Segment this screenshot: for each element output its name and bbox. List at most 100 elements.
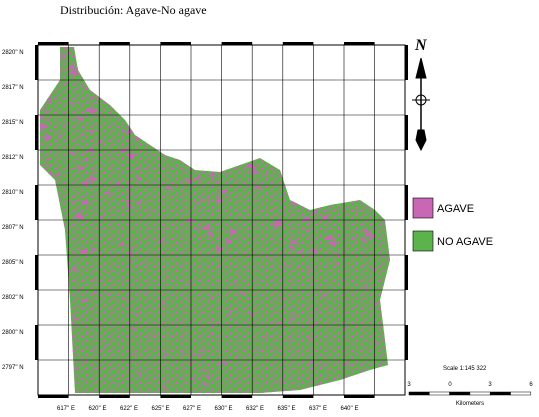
agave-patch <box>101 349 104 351</box>
agave-patch <box>364 325 366 326</box>
agave-patch <box>218 266 220 268</box>
agave-patch <box>314 217 317 220</box>
agave-patch <box>221 49 225 51</box>
agave-patch <box>200 180 202 181</box>
agave-patch <box>98 141 103 144</box>
agave-patch <box>213 67 217 70</box>
agave-patch <box>42 248 49 253</box>
agave-patch <box>246 269 249 271</box>
agave-patch <box>79 199 81 201</box>
agave-patch <box>206 376 209 379</box>
agave-patch <box>395 373 398 375</box>
agave-patch <box>162 387 167 390</box>
agave-patch <box>72 251 75 253</box>
agave-patch <box>253 112 259 116</box>
agave-patch <box>357 376 360 379</box>
agave-patch <box>137 168 141 171</box>
agave-patch <box>43 315 46 317</box>
agave-patch <box>64 47 70 50</box>
neat-seg <box>160 42 191 45</box>
agave-patch <box>327 91 332 94</box>
agave-patch <box>81 153 85 156</box>
agave-patch <box>354 195 356 197</box>
agave-patch <box>282 140 289 145</box>
agave-patch <box>84 158 89 162</box>
agave-patch <box>364 229 368 232</box>
agave-patch <box>123 305 125 306</box>
neat-seg <box>405 325 408 360</box>
neatline <box>35 42 408 398</box>
agave-patch <box>169 335 173 338</box>
agave-patch <box>77 116 83 121</box>
agave-patch <box>317 385 320 387</box>
agave-patch <box>93 292 97 295</box>
agave-patch <box>69 151 74 154</box>
agave-patch <box>169 74 173 77</box>
agave-patch <box>336 107 340 110</box>
agave-patch <box>122 131 126 134</box>
agave-patch <box>138 372 142 375</box>
agave-patch <box>362 81 366 84</box>
agave-patch <box>336 383 339 385</box>
agave-patch <box>40 116 44 120</box>
agave-patch <box>308 337 312 340</box>
neat-seg <box>405 255 408 290</box>
agave-patch <box>200 198 203 201</box>
agave-patch <box>274 226 277 228</box>
agave-patch <box>215 125 220 129</box>
agave-patch <box>223 115 230 120</box>
neat-seg <box>282 395 314 398</box>
agave-patch <box>90 248 96 251</box>
agave-patch <box>217 280 219 282</box>
agave-patch <box>139 97 147 101</box>
agave-patch <box>228 138 233 141</box>
agave-patch <box>222 361 227 365</box>
agave-patch <box>127 154 135 158</box>
agave-patch <box>345 363 350 366</box>
agave-patch <box>269 209 273 212</box>
agave-patch <box>121 303 124 306</box>
agave-patch <box>224 173 227 175</box>
agave-patch <box>384 127 390 132</box>
agave-patch <box>125 103 128 105</box>
agave-patch <box>315 267 317 269</box>
agave-patch <box>214 95 220 99</box>
agave-patch <box>205 99 211 103</box>
scale-tick: 3 <box>407 382 411 388</box>
agave-patch <box>250 313 254 316</box>
agave-patch <box>221 72 227 76</box>
agave-patch <box>40 215 42 218</box>
agave-patch <box>203 369 207 372</box>
agave-patch <box>196 177 201 180</box>
agave-patch <box>165 275 169 277</box>
scale-seg <box>449 391 471 396</box>
agave-patch <box>325 236 333 240</box>
agave-patch <box>128 252 133 255</box>
agave-patch <box>128 185 133 189</box>
agave-patch <box>102 340 105 342</box>
agave-patch <box>282 297 287 301</box>
agave-patch <box>76 100 79 102</box>
agave-patch <box>327 168 332 172</box>
agave-patch <box>169 101 177 106</box>
agave-patch <box>107 189 110 191</box>
agave-patch <box>186 283 190 286</box>
agave-patch <box>230 95 233 97</box>
agave-patch <box>305 304 308 306</box>
agave-patch <box>386 99 390 103</box>
agave-patch <box>203 383 207 386</box>
agave-patch <box>237 273 240 275</box>
agave-patch <box>292 201 298 205</box>
agave-patch <box>80 133 85 137</box>
agave-patch <box>46 97 52 101</box>
agave-patch <box>207 147 214 152</box>
agave-patch <box>397 50 398 51</box>
agave-patch <box>207 232 213 236</box>
agave-patch <box>328 313 331 315</box>
agave-patch <box>312 323 316 326</box>
agave-patch <box>91 171 95 173</box>
agave-patch <box>77 212 81 215</box>
agave-patch <box>321 294 326 297</box>
agave-patch <box>378 126 384 131</box>
